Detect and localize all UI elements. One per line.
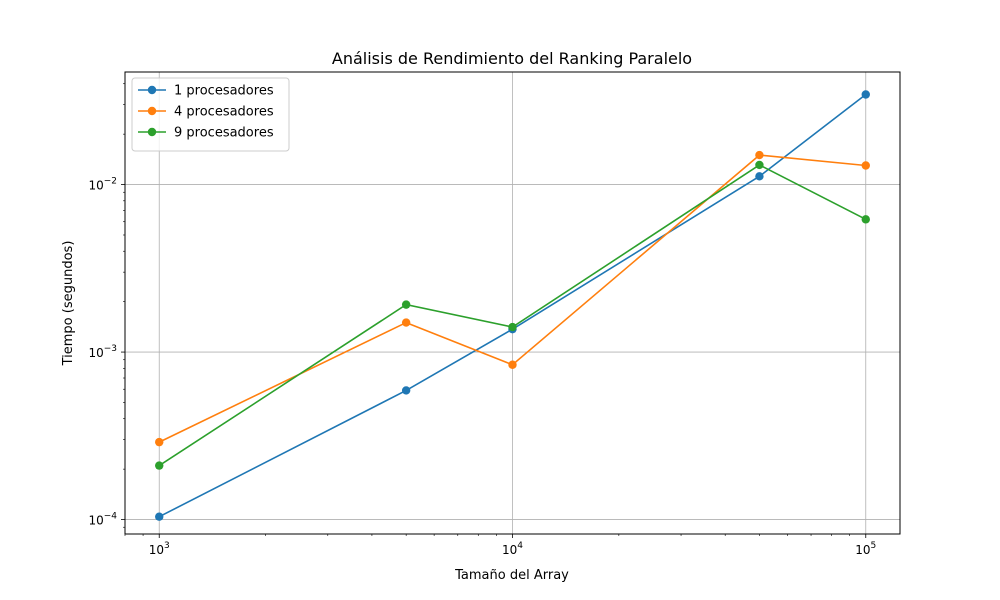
data-point	[401, 386, 411, 395]
x-tick-label: 105	[855, 541, 876, 557]
data-point	[755, 172, 764, 181]
x-tick-label: 104	[502, 541, 523, 557]
x-tick-label: 103	[149, 541, 170, 557]
data-point	[401, 318, 411, 327]
data-point	[155, 461, 164, 470]
x-axis-label: Tamaño del Array	[454, 568, 569, 583]
x-axis-ticks: 103 104 105	[124, 534, 876, 557]
legend-label: 9 procesadores	[174, 126, 274, 141]
data-point	[755, 150, 764, 160]
legend: 1 procesadores 4 procesadores 9 procesador…	[131, 77, 290, 152]
data-point	[155, 512, 164, 521]
legend-marker	[147, 127, 157, 137]
legend-item: 4 procesadores	[138, 105, 274, 120]
y-axis-ticks: 10−4 10−3 10−2	[88, 83, 125, 528]
data-point	[755, 160, 764, 170]
data-point	[861, 215, 870, 224]
legend-item: 1 procesadores	[138, 84, 274, 99]
data-point	[508, 360, 517, 369]
series-layer	[155, 90, 870, 521]
y-tick-label: 10−3	[88, 344, 117, 360]
legend-label: 4 procesadores	[174, 105, 274, 120]
data-point	[861, 161, 870, 170]
legend-box	[131, 77, 290, 152]
data-point	[861, 90, 870, 99]
y-axis-label: Tiempo (segundos)	[61, 241, 76, 367]
legend-label: 1 procesadores	[174, 84, 274, 99]
data-point	[155, 437, 164, 447]
y-tick-label: 10−4	[88, 512, 117, 528]
chart-title: Análisis de Rendimiento del Ranking Para…	[332, 49, 692, 68]
data-point	[508, 322, 517, 332]
grid	[125, 72, 900, 534]
legend-marker	[147, 85, 157, 95]
legend-item: 9 procesadores	[138, 126, 274, 141]
series-2	[155, 150, 870, 447]
series-3	[155, 160, 870, 470]
legend-marker	[147, 106, 157, 116]
y-tick-label: 10−2	[88, 177, 117, 193]
data-point	[401, 300, 411, 309]
